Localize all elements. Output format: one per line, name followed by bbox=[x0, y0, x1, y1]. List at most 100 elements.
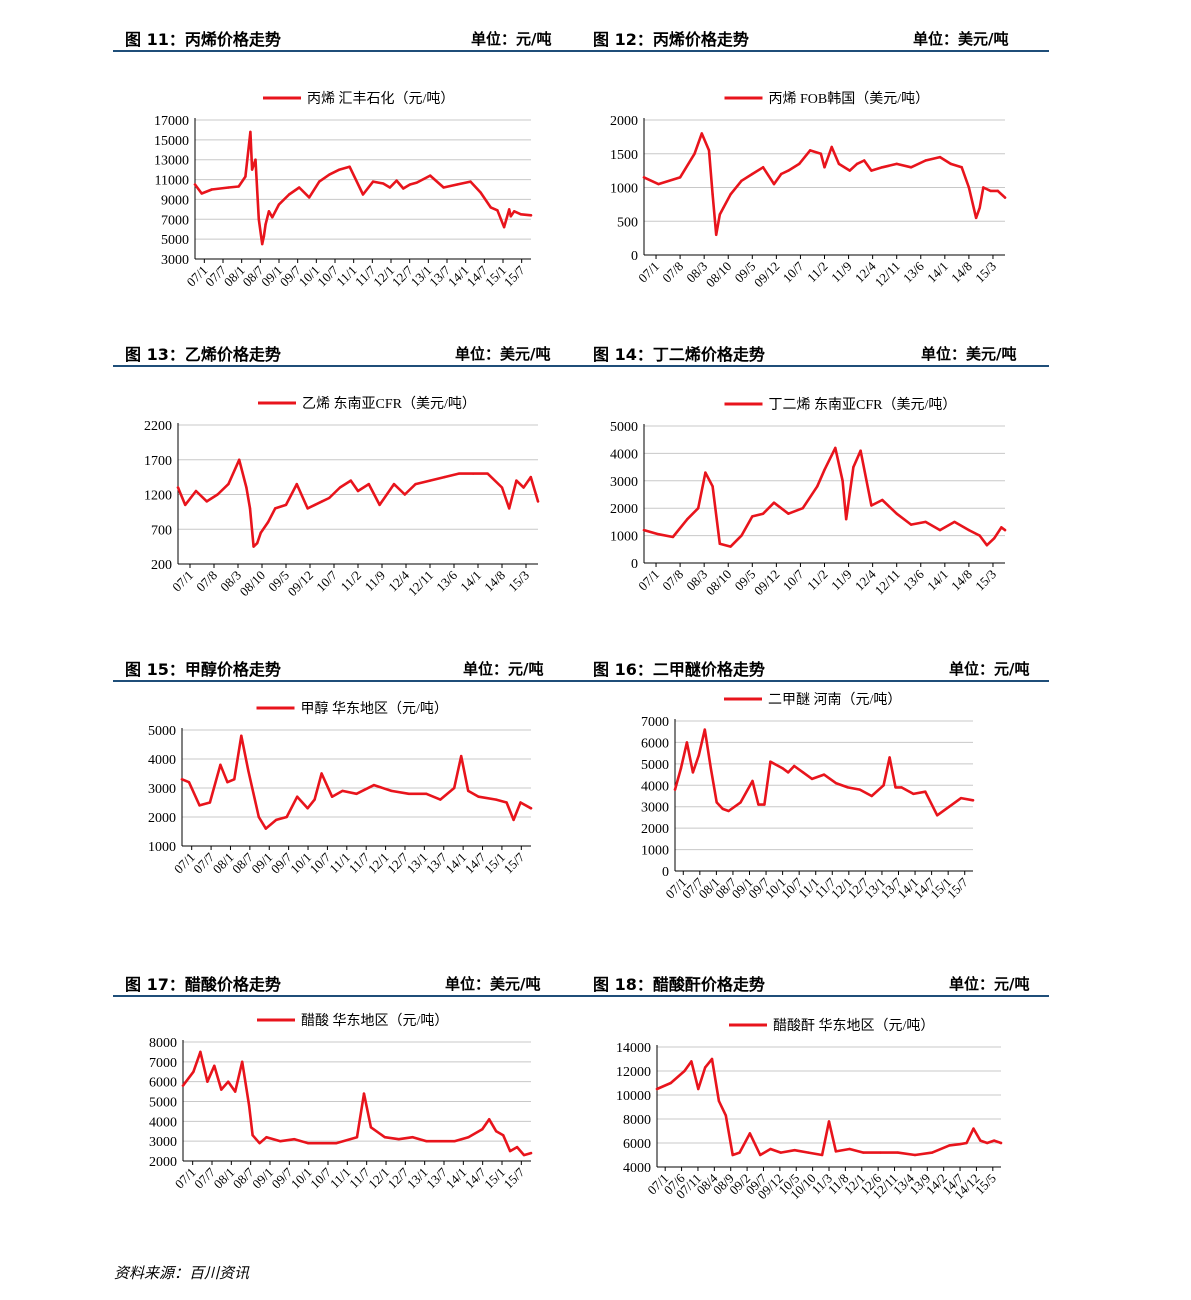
data-point bbox=[328, 173, 331, 176]
x-tick-label: 13/6 bbox=[433, 567, 460, 594]
data-point bbox=[738, 1151, 741, 1154]
y-tick-label: 0 bbox=[662, 865, 669, 880]
x-tick-label: 07/8 bbox=[193, 568, 220, 595]
panel-title: 图 11：丙烯价格走势 bbox=[125, 30, 281, 49]
data-point bbox=[240, 734, 243, 737]
data-point bbox=[414, 482, 417, 486]
data-point bbox=[837, 162, 841, 166]
data-point bbox=[912, 792, 915, 796]
data-point bbox=[881, 166, 884, 169]
data-point bbox=[279, 1139, 282, 1143]
data-point bbox=[245, 486, 248, 489]
data-point bbox=[264, 223, 267, 226]
panel-title: 图 17：醋酸价格走势 bbox=[125, 975, 281, 994]
data-point bbox=[249, 130, 252, 134]
data-point bbox=[779, 172, 783, 176]
data-point bbox=[318, 180, 321, 183]
legend-label: 醋酸 华东地区（元/吨） bbox=[301, 1013, 448, 1029]
data-point bbox=[696, 507, 700, 510]
data-point bbox=[321, 1141, 324, 1145]
data-point bbox=[507, 208, 511, 211]
data-point bbox=[213, 1064, 216, 1067]
data-point bbox=[334, 1141, 338, 1145]
data-point bbox=[807, 1151, 810, 1154]
data-point bbox=[974, 216, 978, 220]
x-tick-label: 07/8 bbox=[659, 567, 686, 594]
data-point bbox=[495, 1130, 498, 1133]
data-point bbox=[772, 182, 776, 186]
data-point bbox=[194, 489, 198, 493]
data-point bbox=[986, 1141, 989, 1145]
x-tick-label: 12/11 bbox=[872, 259, 903, 290]
y-tick-label: 700 bbox=[151, 523, 172, 538]
data-point bbox=[181, 1084, 185, 1087]
y-tick-label: 2000 bbox=[148, 811, 176, 826]
data-point bbox=[472, 472, 475, 475]
data-point bbox=[381, 182, 385, 185]
data-point bbox=[193, 183, 197, 186]
data-point bbox=[960, 166, 963, 169]
data-point bbox=[226, 781, 229, 784]
data-point bbox=[888, 756, 891, 759]
line-chart: 丙烯 FOB韩国（美元/吨） 0 500 1000 1500 2000 07/107/8 08… bbox=[610, 91, 1007, 290]
data-point bbox=[313, 798, 316, 801]
y-tick-label: 11000 bbox=[155, 174, 189, 189]
panel-header: 图 14：丁二烯价格走势 单位：美元/吨 bbox=[581, 325, 1049, 367]
data-point bbox=[992, 537, 996, 540]
x-tick-label: 15/5 bbox=[972, 1171, 999, 1198]
panel-unit: 单位：元/吨 bbox=[463, 660, 544, 678]
data-point bbox=[220, 1088, 223, 1091]
y-tick-label: 5000 bbox=[161, 233, 189, 248]
panel-unit: 单位：元/吨 bbox=[949, 975, 1030, 993]
y-tick-label: 5000 bbox=[610, 420, 638, 435]
data-point bbox=[822, 773, 826, 776]
data-point bbox=[338, 486, 342, 489]
data-point bbox=[349, 479, 352, 482]
data-point bbox=[787, 512, 790, 515]
series-line bbox=[642, 446, 1007, 548]
data-point bbox=[455, 183, 459, 186]
data-point bbox=[1000, 526, 1003, 529]
data-point bbox=[187, 781, 191, 784]
data-point bbox=[657, 533, 660, 536]
data-point bbox=[306, 507, 309, 510]
data-point bbox=[200, 192, 203, 195]
data-point bbox=[295, 795, 299, 798]
data-point bbox=[870, 504, 873, 507]
data-point bbox=[328, 496, 331, 500]
data-point bbox=[367, 482, 370, 486]
data-point bbox=[388, 186, 392, 189]
data-point bbox=[320, 500, 324, 503]
data-point bbox=[425, 792, 428, 795]
data-point bbox=[707, 149, 711, 152]
data-point bbox=[751, 779, 754, 783]
data-point bbox=[731, 1153, 734, 1157]
y-tick-label: 4000 bbox=[148, 753, 176, 768]
data-point bbox=[247, 1104, 251, 1107]
y-tick-label: 8000 bbox=[623, 1113, 651, 1128]
data-point bbox=[285, 815, 288, 819]
panel-unit: 单位：美元/吨 bbox=[445, 975, 541, 993]
data-point bbox=[287, 193, 291, 196]
x-tick-label: 11/9 bbox=[828, 567, 855, 594]
data-point bbox=[264, 827, 267, 830]
data-point bbox=[793, 1149, 796, 1152]
data-point bbox=[275, 818, 278, 822]
data-point bbox=[938, 155, 942, 159]
chart-panel-17: 图 17：醋酸价格走势 单位：美元/吨 醋酸 华东地区（元/吨） 2000 3000… bbox=[113, 955, 581, 1270]
y-tick-label: 1000 bbox=[148, 840, 176, 855]
data-point bbox=[198, 804, 201, 807]
data-point bbox=[355, 1136, 359, 1139]
data-point bbox=[740, 534, 743, 537]
data-point bbox=[686, 517, 689, 521]
data-point bbox=[277, 203, 281, 206]
data-point bbox=[502, 226, 506, 229]
data-point bbox=[238, 458, 241, 461]
data-point bbox=[227, 482, 230, 486]
data-point bbox=[816, 485, 819, 488]
data-point bbox=[208, 801, 212, 804]
data-point bbox=[1003, 528, 1007, 532]
data-point bbox=[519, 801, 522, 804]
data-point bbox=[781, 766, 784, 770]
legend-label: 二甲醚 河南（元/吨） bbox=[768, 692, 901, 708]
